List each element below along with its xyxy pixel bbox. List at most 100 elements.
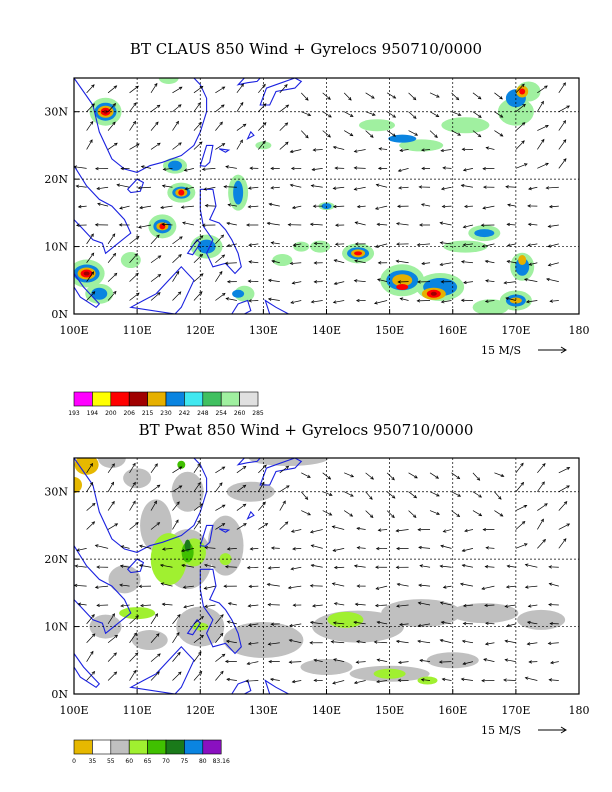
wind-arrow (228, 602, 237, 606)
wind-arrow (312, 168, 323, 171)
wind-arrow (463, 604, 473, 607)
wind-arrow (333, 146, 345, 150)
colorbar-swatch (184, 391, 204, 407)
wind-arrow-head (525, 300, 530, 304)
wind-arrow (150, 255, 161, 264)
wind-arrow (332, 526, 345, 530)
wind-arrow-head (156, 522, 161, 526)
wind-arrow-head (545, 162, 549, 166)
wind-arrow (193, 122, 202, 131)
wind-arrow (529, 262, 538, 266)
wind-arrow-head (90, 252, 95, 257)
wind-arrow-head (156, 633, 160, 637)
wind-arrow-head (354, 259, 358, 263)
reference-vector-label: 15 M/S (481, 344, 521, 357)
wind-arrow (515, 463, 524, 474)
wind-arrow-head (285, 141, 289, 146)
wind-arrow (172, 614, 181, 625)
wind-arrow-head (270, 546, 275, 550)
wind-arrow-head (500, 473, 505, 478)
bottom-map-panel: 0N 10N 20N 30N 100E 110E 120E 130E 140E 150E 160E 1… (44, 457, 590, 765)
wind-arrow (129, 85, 139, 94)
coastline (74, 272, 101, 309)
wind-arrow-head (160, 205, 164, 210)
wind-arrow (429, 130, 438, 138)
wind-arrow-head (498, 496, 502, 500)
wind-arrow (558, 523, 570, 530)
colorbar-label: 215 (142, 410, 154, 417)
wind-arrow (472, 491, 482, 498)
wind-arrow (193, 671, 203, 681)
wind-arrow (419, 565, 431, 568)
wind-arrow-head (114, 634, 119, 639)
wind-arrow-head (90, 650, 94, 655)
wind-arrow-head (439, 638, 444, 643)
wind-arrow-head (485, 621, 489, 626)
wind-arrow-head (353, 279, 358, 283)
coastline (74, 652, 101, 689)
wind-arrow (248, 186, 259, 189)
wind-arrow-head (504, 604, 509, 608)
wind-arrow (279, 465, 289, 474)
wind-arrow (279, 500, 286, 511)
wind-arrow (376, 184, 388, 188)
wind-arrow (386, 491, 396, 499)
wind-arrow-head (398, 186, 402, 190)
wind-arrow (537, 463, 546, 474)
wind-arrow-head (224, 565, 229, 569)
wind-arrow-head (350, 493, 354, 497)
wind-arrow (300, 491, 308, 500)
wind-arrow (193, 291, 203, 301)
wind-arrow-head (373, 640, 378, 644)
wind-arrow-head (176, 501, 180, 505)
cold-cloud (233, 180, 244, 205)
cold-cloud (91, 287, 108, 300)
wind-arrow-head (435, 475, 440, 479)
wind-arrow-head (134, 253, 138, 257)
wind-arrow (356, 641, 366, 644)
wind-arrow (365, 472, 374, 480)
wind-arrow-head (545, 186, 550, 190)
wind-arrow-head (399, 622, 403, 627)
coldest-top (83, 271, 90, 276)
coastline (74, 164, 132, 255)
wind-arrow-head (226, 221, 230, 226)
wind-arrow-head (375, 565, 379, 569)
wind-arrow (525, 564, 538, 568)
colorbar-swatch (92, 391, 112, 407)
wind-arrow (377, 223, 388, 226)
wind-arrow (107, 233, 116, 245)
longitude-tick-label: 100E (59, 324, 88, 337)
wind-arrow (322, 130, 331, 138)
wind-arrow-head (527, 222, 532, 227)
wind-arrow-head (332, 548, 337, 552)
wind-arrow (310, 223, 323, 226)
wind-arrow (558, 82, 566, 94)
wind-arrow (248, 604, 259, 607)
wind-arrow-head (248, 260, 253, 264)
wind-arrow-head (527, 204, 531, 208)
wind-arrow (292, 680, 302, 683)
wind-arrow (215, 466, 225, 474)
coldest-top (430, 291, 437, 296)
wind-arrow (524, 278, 538, 282)
coastline (74, 544, 132, 635)
colorbar-label: 75 (181, 758, 189, 765)
wind-arrow-head (332, 681, 336, 685)
wind-arrow (107, 142, 118, 150)
wind-arrow-head (113, 652, 117, 656)
wind-arrow (119, 205, 130, 209)
wind-arrow (333, 622, 345, 625)
wind-arrow (193, 651, 202, 662)
wind-arrow-head (177, 651, 181, 656)
wind-arrow (441, 149, 452, 152)
wind-arrow-head (89, 462, 93, 467)
wind-arrow (225, 166, 237, 169)
wind-arrow (172, 271, 180, 282)
map-field (74, 458, 579, 694)
wind-arrow (193, 635, 204, 644)
wind-arrow (107, 121, 116, 131)
wind-arrow-head (542, 538, 546, 543)
wind-arrow (537, 518, 544, 530)
wind-arrow-head (439, 241, 444, 245)
